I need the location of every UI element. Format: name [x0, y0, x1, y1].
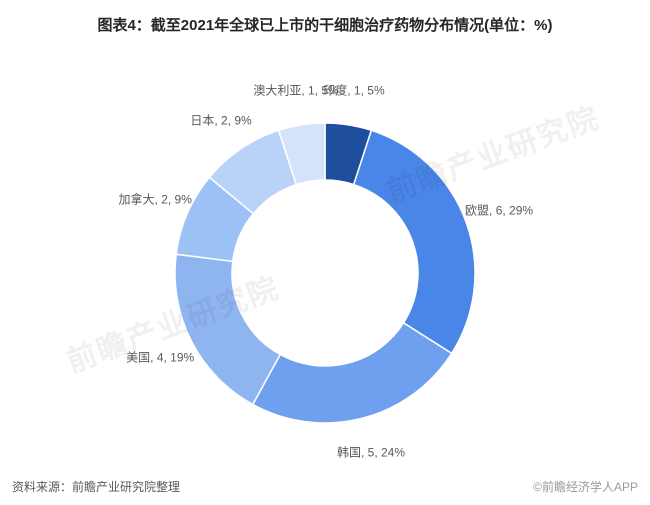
slice-label-加拿大: 加拿大, 2, 9%: [119, 191, 192, 208]
slice-label-欧盟: 欧盟, 6, 29%: [465, 202, 533, 219]
slice-韩国: [253, 323, 452, 423]
slice-label-日本: 日本, 2, 9%: [190, 111, 251, 128]
footer-copyright: ©前瞻经济学人APP: [533, 478, 638, 495]
slice-label-美国: 美国, 4, 19%: [126, 348, 194, 365]
source-label: 资料来源：: [12, 480, 72, 494]
slice-label-澳大利亚: 澳大利亚, 1, 5%: [253, 81, 338, 98]
slice-美国: [175, 254, 280, 404]
footer-source: 资料来源：前瞻产业研究院整理: [12, 478, 180, 495]
slice-欧盟: [354, 130, 475, 353]
source-text: 前瞻产业研究院整理: [72, 480, 180, 494]
donut-chart: 印度, 1, 5%欧盟, 6, 29%韩国, 5, 24%美国, 4, 19%加…: [165, 113, 485, 433]
chart-title: 图表4：截至2021年全球已上市的干细胞治疗药物分布情况(单位：%): [0, 0, 650, 35]
slice-label-韩国: 韩国, 5, 24%: [337, 443, 405, 460]
